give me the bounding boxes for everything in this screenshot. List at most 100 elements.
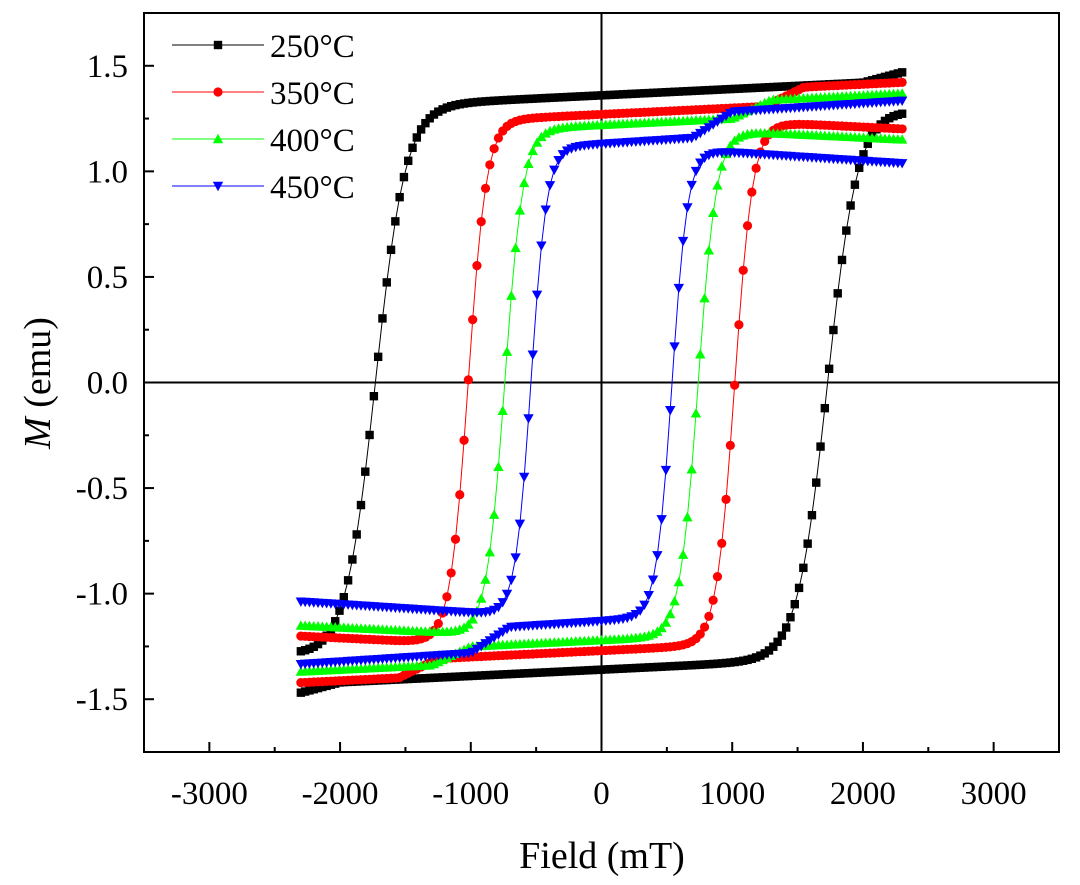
series-2-point (721, 494, 731, 504)
series-1-point (541, 93, 550, 103)
series-1-point (305, 644, 314, 653)
series-1-point (756, 651, 765, 660)
series-1-point (502, 95, 512, 105)
series-1-point (850, 180, 860, 189)
series-1-point (498, 670, 507, 679)
series-1-point (588, 665, 598, 675)
series-1-point (404, 156, 413, 166)
series-1-point (313, 683, 323, 693)
series-3-point (896, 134, 908, 144)
series-1-point (331, 617, 340, 626)
series-3-point (686, 464, 697, 474)
plot-area (144, 13, 1059, 752)
series-3-point (647, 628, 659, 639)
series-2-point (446, 568, 456, 578)
series-4-point (540, 205, 551, 215)
series-4-point (531, 290, 543, 301)
series-1-point (485, 670, 495, 680)
series-1-point (627, 663, 636, 673)
series-1-point (446, 102, 456, 111)
series-1-point (653, 88, 662, 97)
series-1-point (416, 125, 426, 134)
series-2-point (734, 320, 744, 330)
series-1-point (567, 92, 576, 102)
series-4-point (634, 606, 646, 616)
series-1-point (781, 82, 791, 91)
y-axis-title: M (emu) (17, 317, 59, 450)
series-3-point (510, 242, 521, 253)
series-1-point (674, 87, 684, 96)
series-1-point (524, 668, 533, 678)
series-1-point (442, 103, 452, 112)
x-tick-label: 3000 (961, 776, 1027, 812)
series-1-point (416, 674, 426, 683)
series-1-point (635, 663, 645, 672)
legend-marker (212, 181, 224, 192)
series-3-point (467, 614, 478, 624)
series-1-point (743, 84, 752, 93)
series-1-point (313, 639, 323, 649)
series-1-point (623, 664, 632, 673)
legend-item: 350°C (172, 76, 355, 112)
series-1-point (562, 667, 572, 676)
series-4-point (677, 236, 689, 247)
series-4-point (656, 515, 667, 525)
series-4-point (686, 180, 697, 191)
series-1-point (623, 89, 632, 99)
series-1-point (580, 91, 589, 101)
series-1-point (764, 83, 774, 92)
series-4-point (506, 575, 517, 586)
series-3-point (682, 511, 693, 522)
series-2-point (493, 133, 504, 143)
series-1-point (511, 669, 520, 679)
y-tick-label: 1.0 (87, 154, 128, 190)
series-3-point (484, 547, 496, 557)
series-1-point (863, 139, 872, 148)
series-1-point (472, 97, 482, 107)
series-2-point (717, 538, 727, 548)
series-1-point (305, 686, 314, 695)
series-1-point (446, 672, 456, 682)
series-2-point (450, 534, 461, 544)
series-3-point (493, 461, 504, 471)
y-tick-label: -0.5 (76, 471, 128, 507)
series-1-point (515, 95, 525, 104)
series-1-point (614, 90, 623, 99)
series-1-point (661, 662, 671, 671)
series-1-point (335, 606, 344, 615)
series-1-point (524, 94, 533, 104)
series-1-point (721, 658, 731, 668)
series-4-point (553, 155, 564, 166)
series-1-point (734, 84, 744, 93)
series-1-point (296, 688, 306, 697)
legend-item: 250°C (172, 29, 355, 65)
series-1-point (670, 87, 679, 97)
series-3 (295, 88, 908, 676)
x-tick-label: 1000 (699, 776, 765, 812)
series-1-point (751, 83, 761, 93)
series-3-point (518, 177, 530, 188)
series-2-point (897, 124, 907, 134)
series-1-point (429, 110, 439, 119)
series-1-point (721, 85, 731, 94)
series-1-point (605, 90, 615, 100)
series-4-point (497, 598, 508, 608)
series-2-point (476, 217, 486, 227)
series-1-point (812, 478, 821, 487)
y-tick-label: 0.0 (87, 366, 128, 402)
series-2-point (468, 315, 478, 325)
series-1-point (880, 72, 890, 82)
series-1-point (382, 278, 391, 287)
series-2-point (742, 221, 753, 231)
series-1-point (584, 91, 593, 101)
series-3-point (497, 405, 508, 415)
series-1-point (678, 661, 688, 670)
series-1-point (610, 664, 619, 674)
series-3-point (527, 145, 538, 156)
series-3-point (677, 549, 689, 559)
series-4-point (660, 465, 672, 476)
series-4-point (682, 203, 693, 213)
series-1-point (300, 646, 310, 655)
series-1-point (683, 86, 692, 96)
series-3-point (896, 88, 908, 98)
